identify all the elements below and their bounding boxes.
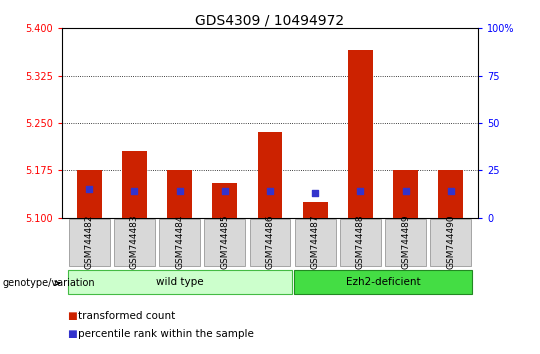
FancyBboxPatch shape [68,270,292,294]
FancyBboxPatch shape [340,219,381,266]
Point [356,188,364,194]
Point [447,188,455,194]
Bar [122,152,147,218]
FancyBboxPatch shape [295,219,335,266]
Bar [167,170,192,218]
Point [85,187,93,192]
Text: GSM744485: GSM744485 [220,214,230,269]
Point [130,188,139,194]
Text: GSM744489: GSM744489 [401,214,410,269]
Bar [438,170,463,218]
Text: Ezh2-deficient: Ezh2-deficient [346,277,420,287]
Title: GDS4309 / 10494972: GDS4309 / 10494972 [195,13,345,27]
FancyBboxPatch shape [385,219,426,266]
FancyBboxPatch shape [69,219,110,266]
Text: percentile rank within the sample: percentile rank within the sample [78,329,254,339]
Bar [77,170,102,218]
FancyBboxPatch shape [114,219,155,266]
FancyBboxPatch shape [159,219,200,266]
Text: GSM744483: GSM744483 [130,214,139,269]
Text: GSM744487: GSM744487 [310,214,320,269]
Text: GSM744482: GSM744482 [85,214,94,269]
FancyBboxPatch shape [294,270,472,294]
Text: GSM744486: GSM744486 [266,214,274,269]
Point [220,188,229,194]
Text: wild type: wild type [156,277,204,287]
Point [311,190,320,196]
FancyBboxPatch shape [430,219,471,266]
Bar [303,202,328,218]
Bar [348,50,373,218]
Text: GSM744484: GSM744484 [175,214,184,269]
Bar [212,183,237,218]
Text: GSM744488: GSM744488 [356,214,365,269]
Text: transformed count: transformed count [78,311,176,321]
Text: genotype/variation: genotype/variation [3,278,96,288]
FancyBboxPatch shape [249,219,291,266]
FancyBboxPatch shape [205,219,245,266]
Point [176,188,184,194]
Bar [393,170,418,218]
Text: ■: ■ [68,329,77,339]
Text: GSM744490: GSM744490 [446,214,455,269]
Bar [258,132,282,218]
Text: ■: ■ [68,311,77,321]
Point [266,188,274,194]
Point [401,188,410,194]
